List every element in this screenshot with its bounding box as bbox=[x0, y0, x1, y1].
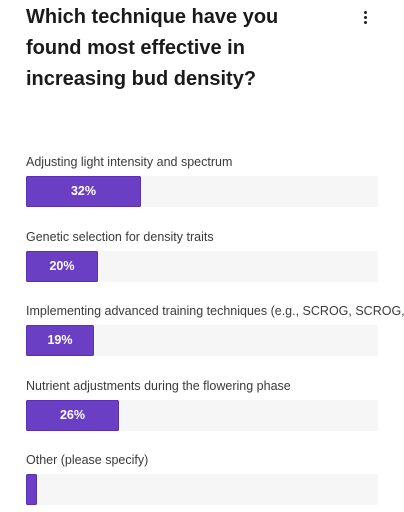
poll-question: Which technique have you found most effe… bbox=[26, 6, 279, 90]
poll-option-percent: 32% bbox=[70, 184, 97, 198]
poll-option-percent: 20% bbox=[49, 259, 75, 273]
poll-option-percent bbox=[26, 474, 37, 505]
poll-option-bar-fill bbox=[26, 251, 98, 282]
vertical-ellipsis-icon bbox=[363, 10, 367, 14]
poll-option[interactable]: Adjusting light intensity and spectrum 3… bbox=[26, 154, 404, 207]
poll-option-bar-fill bbox=[26, 325, 94, 356]
poll-option[interactable]: Nutrient adjustments during the flowerin… bbox=[26, 378, 404, 431]
poll-option[interactable]: Other (please specify) bbox=[26, 452, 404, 505]
poll-option-percent: 26% bbox=[59, 408, 86, 422]
poll-option-bar-track[interactable] bbox=[26, 474, 378, 505]
poll-option-label: Implementing advanced training technique… bbox=[26, 304, 404, 318]
vertical-ellipsis-icon-dot-2 bbox=[363, 15, 367, 19]
poll-option-label: Other (please specify) bbox=[26, 453, 149, 467]
more-options-button[interactable] bbox=[352, 6, 378, 28]
poll-option-bar-fill bbox=[26, 400, 119, 431]
poll-option-bar-track[interactable]: 32% bbox=[26, 176, 378, 207]
poll-option[interactable]: Genetic selection for density traits 20% bbox=[26, 229, 404, 282]
poll-option-label: Adjusting light intensity and spectrum bbox=[26, 155, 233, 169]
poll-option-bar-track[interactable]: 19% bbox=[26, 325, 378, 356]
poll-option-bar-track[interactable]: 20% bbox=[26, 251, 378, 282]
vertical-ellipsis-icon-dot-3 bbox=[363, 20, 367, 24]
poll-option-bar-fill bbox=[26, 176, 141, 207]
poll-option-label: Genetic selection for density traits bbox=[26, 230, 214, 244]
poll-option[interactable]: Implementing advanced training technique… bbox=[26, 303, 404, 356]
poll-option-label: Nutrient adjustments during the flowerin… bbox=[26, 379, 291, 393]
poll-option-bar-fill bbox=[26, 474, 37, 505]
poll-option-percent: 19% bbox=[47, 333, 73, 347]
poll-option-bar-track[interactable]: 26% bbox=[26, 400, 378, 431]
